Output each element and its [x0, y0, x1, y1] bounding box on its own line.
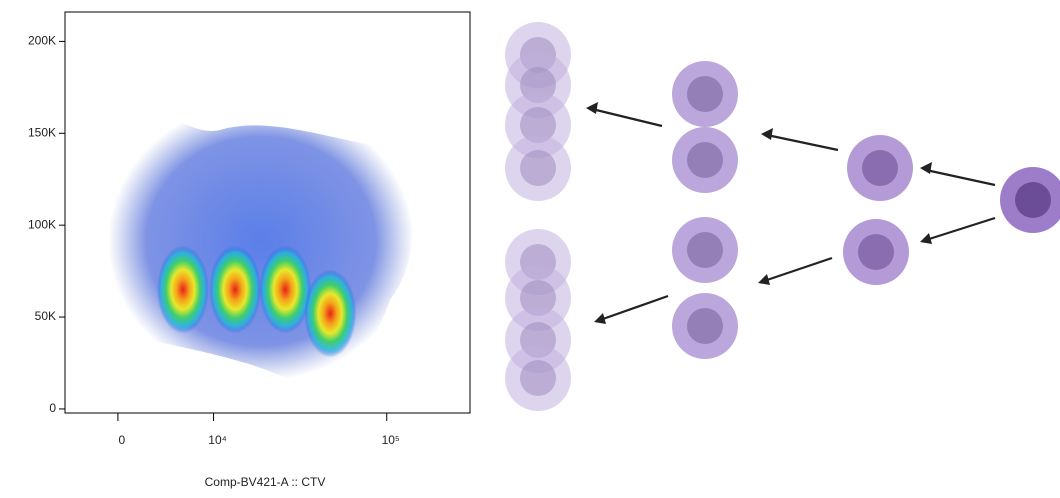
population	[157, 246, 209, 334]
diagram	[505, 22, 1060, 411]
population	[304, 269, 356, 357]
y-tick-label: 0	[49, 401, 56, 415]
cell-nucleus	[858, 234, 894, 270]
cell-nucleus	[862, 150, 898, 186]
arrow	[767, 135, 838, 150]
y-tick-label: 150K	[28, 125, 56, 139]
x-tick-label: 10⁴	[208, 433, 227, 447]
arrow	[926, 170, 995, 185]
cell-nucleus	[520, 150, 556, 186]
population	[209, 246, 261, 334]
population	[259, 246, 311, 334]
y-tick-label: 200K	[28, 34, 56, 48]
arrows	[586, 102, 995, 324]
figure: 050K100K150K200K010⁴10⁵Comp-BV421-A :: C…	[0, 0, 1060, 493]
arrow	[600, 296, 668, 320]
y-tick-label: 50K	[35, 309, 56, 323]
cell-nucleus	[687, 232, 723, 268]
x-axis-label: Comp-BV421-A :: CTV	[205, 475, 326, 489]
arrow	[764, 258, 832, 281]
x-tick-label: 10⁵	[382, 433, 400, 447]
cell-nucleus	[687, 76, 723, 112]
x-tick-label: 0	[119, 433, 126, 447]
cell-nucleus	[1015, 182, 1051, 218]
y-tick-label: 100K	[28, 217, 56, 231]
arrow	[592, 109, 662, 126]
cell-nucleus	[687, 142, 723, 178]
cell-nucleus	[687, 308, 723, 344]
cell-nucleus	[520, 360, 556, 396]
arrow	[926, 218, 995, 240]
cells	[505, 22, 1060, 411]
